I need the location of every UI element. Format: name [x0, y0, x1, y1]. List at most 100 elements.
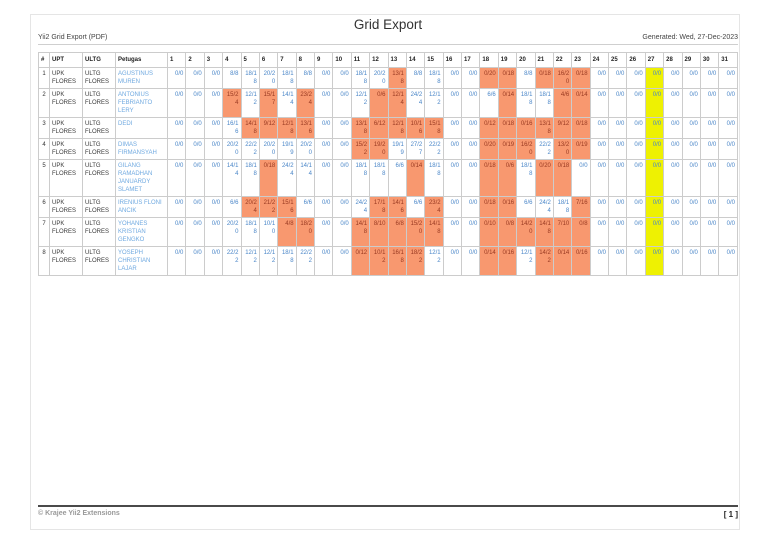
petugas-link[interactable]: DIMAS FIRMANSYAH — [115, 138, 168, 160]
day-cell-28: 0/0 — [663, 67, 683, 89]
day-cell-18: 0/20 — [479, 138, 499, 160]
col-header-day-30: 30 — [699, 52, 720, 68]
day-cell-18: 0/20 — [479, 67, 499, 89]
petugas-link[interactable]: IRENIUS FLONI ANCIK — [115, 196, 168, 218]
day-cell-28: 0/0 — [663, 138, 683, 160]
day-cell-5: 12/12 — [240, 246, 260, 276]
day-cell-9: 0/0 — [313, 138, 334, 160]
day-cell-1: 0/0 — [166, 196, 187, 218]
col-header-day-3: 3 — [203, 52, 224, 68]
day-cell-13: 13/18 — [387, 67, 407, 89]
day-cell-3: 0/0 — [203, 246, 224, 276]
day-cell-1: 0/0 — [166, 117, 187, 139]
col-header-day-20: 20 — [516, 52, 536, 68]
row-number-cell: 2 — [38, 88, 50, 118]
col-header-day-10: 10 — [332, 52, 352, 68]
day-cell-1: 0/0 — [166, 217, 187, 247]
day-cell-6: 10/10 — [258, 217, 279, 247]
ultg-cell: ULTG FLORES — [82, 67, 116, 89]
day-cell-14: 8/8 — [405, 67, 426, 89]
day-cell-12: 8/10 — [369, 217, 389, 247]
day-cell-31: 0/0 — [718, 217, 738, 247]
day-cell-13: 14/16 — [387, 196, 407, 218]
header-divider — [38, 44, 738, 45]
day-cell-7: 14/14 — [277, 88, 297, 118]
col-header-day-22: 22 — [552, 52, 573, 68]
col-header-day-25: 25 — [607, 52, 628, 68]
day-cell-26: 0/0 — [626, 159, 646, 197]
table-row: 4 UPK FLORES ULTG FLORES DIMAS FIRMANSYAH 0/… — [38, 138, 738, 160]
day-cell-27: 0/0 — [644, 217, 665, 247]
day-cell-1: 0/0 — [166, 88, 187, 118]
day-cell-17: 0/0 — [460, 217, 481, 247]
day-cell-2: 0/0 — [185, 159, 205, 197]
day-cell-23: 0/14 — [571, 88, 591, 118]
day-cell-1: 0/0 — [166, 246, 187, 276]
day-cell-4: 20/20 — [222, 138, 242, 160]
day-cell-12: 6/12 — [369, 117, 389, 139]
day-cell-17: 0/0 — [460, 159, 481, 197]
day-cell-2: 0/0 — [185, 246, 205, 276]
day-cell-8: 6/6 — [295, 196, 316, 218]
day-cell-10: 0/0 — [332, 246, 352, 276]
day-cell-29: 0/0 — [681, 138, 701, 160]
day-cell-31: 0/0 — [718, 117, 738, 139]
day-cell-19: 0/19 — [497, 138, 518, 160]
row-number-cell: 5 — [38, 159, 50, 197]
day-cell-3: 0/0 — [203, 217, 224, 247]
col-header-day-13: 13 — [387, 52, 407, 68]
petugas-link[interactable]: YOHANES KRISTIAN GENGKO — [115, 217, 168, 247]
day-cell-15: 12/12 — [424, 88, 444, 118]
day-cell-31: 0/0 — [718, 67, 738, 89]
day-cell-27: 0/0 — [644, 138, 665, 160]
day-cell-10: 0/0 — [332, 88, 352, 118]
day-cell-5: 20/24 — [240, 196, 260, 218]
day-cell-23: 0/19 — [571, 138, 591, 160]
day-cell-30: 0/0 — [699, 67, 720, 89]
ultg-cell: ULTG FLORES — [82, 217, 116, 247]
day-cell-26: 0/0 — [626, 117, 646, 139]
day-cell-21: 0/18 — [534, 67, 554, 89]
day-cell-30: 0/0 — [699, 217, 720, 247]
col-header-day-12: 12 — [369, 52, 389, 68]
day-cell-18: 6/6 — [479, 88, 499, 118]
day-cell-6: 20/20 — [258, 138, 279, 160]
upt-cell: UPK FLORES — [49, 88, 83, 118]
day-cell-20: 6/6 — [516, 196, 536, 218]
day-cell-6: 12/12 — [258, 246, 279, 276]
day-cell-22: 18/18 — [552, 196, 573, 218]
upt-cell: UPK FLORES — [49, 196, 83, 218]
day-cell-7: 4/8 — [277, 217, 297, 247]
day-cell-17: 0/0 — [460, 67, 481, 89]
day-cell-15: 14/18 — [424, 217, 444, 247]
petugas-link[interactable]: ANTONIUS FEBRIANTO LERY — [115, 88, 168, 118]
day-cell-27: 0/0 — [644, 246, 665, 276]
petugas-link[interactable]: DEDI — [115, 117, 168, 139]
day-cell-24: 0/0 — [589, 196, 610, 218]
day-cell-12: 19/20 — [369, 138, 389, 160]
upt-cell: UPK FLORES — [49, 217, 83, 247]
day-cell-15: 22/22 — [424, 138, 444, 160]
day-cell-19: 0/16 — [497, 196, 518, 218]
day-cell-25: 0/0 — [607, 88, 628, 118]
day-cell-29: 0/0 — [681, 67, 701, 89]
petugas-link[interactable]: AGUSTINUS MUREN — [115, 67, 168, 89]
petugas-link[interactable]: GILANG RAMADHAN JANUARDY SLAMET — [115, 159, 168, 197]
ultg-cell: ULTG FLORES — [82, 196, 116, 218]
day-cell-29: 0/0 — [681, 217, 701, 247]
col-header-day-29: 29 — [681, 52, 701, 68]
day-cell-5: 14/18 — [240, 117, 260, 139]
day-cell-14: 27/27 — [405, 138, 426, 160]
day-cell-31: 0/0 — [718, 138, 738, 160]
day-cell-20: 0/16 — [516, 117, 536, 139]
document-footer: © Krajee Yii2 Extensions [ 1 ] — [38, 510, 738, 519]
day-cell-28: 0/0 — [663, 88, 683, 118]
col-header-day-9: 9 — [313, 52, 334, 68]
table-row: 8 UPK FLORES ULTG FLORES YOSEPH CHRISTIAN L… — [38, 246, 738, 276]
day-cell-21: 18/18 — [534, 88, 554, 118]
day-cell-19: 0/8 — [497, 217, 518, 247]
day-cell-19: 0/14 — [497, 88, 518, 118]
petugas-link[interactable]: YOSEPH CHRISTIAN LAJAR — [115, 246, 168, 276]
day-cell-4: 6/6 — [222, 196, 242, 218]
day-cell-14: 15/20 — [405, 217, 426, 247]
